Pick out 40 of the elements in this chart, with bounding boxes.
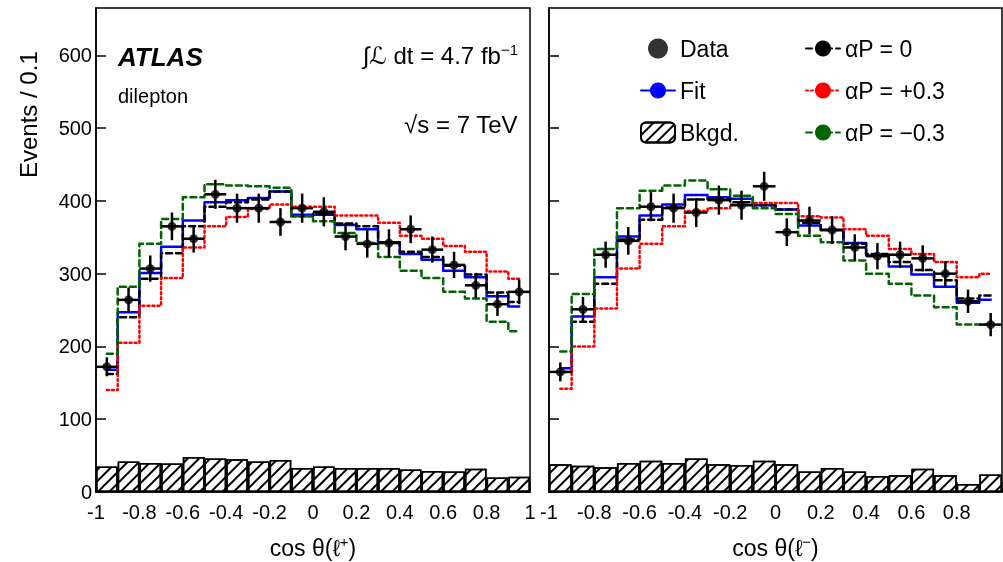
x-tick-label: -0.4 — [667, 501, 703, 523]
x-tick-label: 0.8 — [472, 501, 501, 523]
x-tick-label: 0 — [307, 501, 319, 523]
x-tick-label: 0.2 — [806, 501, 835, 523]
legend-label: Fit — [680, 77, 707, 104]
y-tick-label: 200 — [58, 335, 92, 358]
legend-label: αP = 0 — [845, 35, 913, 62]
legend-label: αP = +0.3 — [845, 77, 945, 104]
y-tick-label: 500 — [58, 117, 92, 140]
x-tick-label: 1 — [524, 501, 536, 523]
x-tick-label: 0.6 — [897, 501, 926, 523]
annotation: ATLAS — [117, 42, 204, 72]
legend-label: Data — [680, 35, 729, 62]
annotation: √s = 7 TeV — [404, 110, 518, 138]
y-tick-label: 600 — [58, 44, 92, 67]
x-tick-label: -1 — [87, 501, 105, 523]
legend-label: Bkgd. — [680, 119, 739, 146]
x-tick-label: -0.6 — [165, 501, 201, 523]
x-tick-label: -0.8 — [122, 501, 157, 523]
x-tick-label: 0.4 — [385, 501, 414, 523]
x-tick-label: -0.2 — [252, 501, 287, 523]
x-axis-title: cos θ(ℓ+) — [269, 533, 357, 561]
x-tick-label: 0.8 — [942, 501, 971, 523]
x-tick-label: 0.2 — [342, 501, 371, 523]
y-axis-title: Events / 0.1 — [14, 51, 42, 178]
y-tick-label: 400 — [58, 189, 92, 212]
x-tick-label: 0 — [769, 501, 782, 523]
x-tick-label: -0.8 — [577, 501, 612, 523]
x-tick-label: -1 — [540, 501, 558, 523]
x-tick-label: 0.6 — [429, 501, 458, 523]
x-tick-label: -0.6 — [622, 501, 657, 523]
x-axis-title: cos θ(ℓ−) — [732, 533, 819, 561]
legend-label: αP = −0.3 — [845, 119, 945, 146]
y-tick-label: 0 — [80, 481, 92, 503]
y-tick-label: 100 — [58, 408, 92, 431]
x-tick-label: -0.4 — [208, 501, 244, 523]
y-tick-label: 300 — [58, 262, 92, 285]
x-tick-label: 0.4 — [852, 501, 881, 523]
annotation: dilepton — [118, 85, 189, 107]
x-tick-label: -0.2 — [712, 501, 748, 523]
